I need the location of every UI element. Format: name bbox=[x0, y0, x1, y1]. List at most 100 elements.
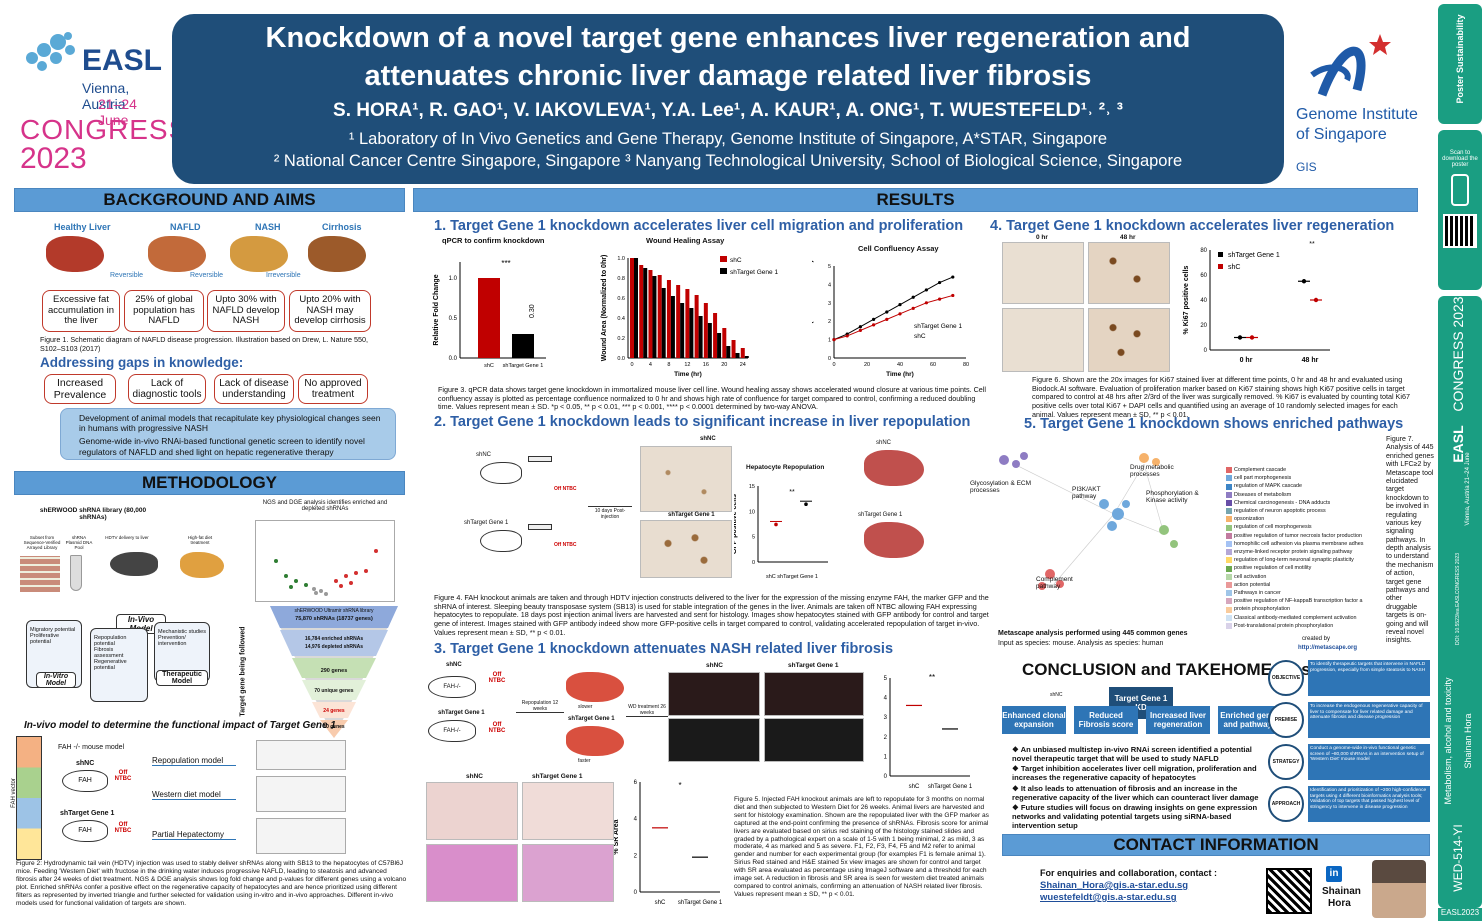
pathway-swatch bbox=[1226, 508, 1232, 515]
sidebar-scan[interactable]: Scan to download the poster bbox=[1438, 130, 1482, 290]
sidebar-sustain: Poster Sustainability bbox=[1438, 4, 1482, 124]
liver-healthy-icon bbox=[46, 236, 104, 272]
wound-bar bbox=[722, 328, 727, 358]
pathway-label: regulation of neuron apoptotic process bbox=[1234, 508, 1326, 515]
model-cycle: In-Vivo Model Migratory potential Prolif… bbox=[22, 610, 212, 716]
wound-bar bbox=[657, 275, 662, 358]
wound-bar bbox=[713, 313, 718, 358]
background-heading: BACKGROUND AND AIMS bbox=[14, 188, 405, 212]
ki67-sig: ** bbox=[1309, 241, 1315, 248]
metascape-url[interactable]: http://metascape.org bbox=[1298, 645, 1358, 651]
fib-mouse-1: FAH-/- bbox=[428, 676, 476, 698]
pathway-label: regulation of MAPK cascade bbox=[1234, 483, 1303, 490]
contact-email-2[interactable]: wuestefeldt@gis.a-star.edu.sg bbox=[1040, 892, 1177, 903]
pathway-swatch bbox=[1226, 565, 1232, 572]
arrow-reversible-1: Reversible bbox=[110, 272, 144, 279]
fah-vector-bar bbox=[16, 736, 42, 860]
pathway-item: Post-translational protein phosphorylati… bbox=[1226, 622, 1384, 630]
qpcr-ytick: 0.5 bbox=[449, 316, 458, 322]
qpcr-xtick: shTarget Gene 1 bbox=[503, 363, 544, 369]
conf-ytick: 1 bbox=[828, 338, 831, 344]
gfp-photo-2 bbox=[764, 718, 864, 762]
funnel-svg bbox=[270, 606, 398, 738]
ki67-ytick: 0 bbox=[1204, 348, 1208, 354]
volcano-svg bbox=[274, 549, 378, 596]
ki67-48hr-label: 48 hr bbox=[1120, 234, 1136, 241]
funnel-t4: 14,976 depleted shRNAs bbox=[304, 644, 364, 650]
liver-slow-icon bbox=[864, 450, 924, 486]
conf-point bbox=[898, 303, 902, 307]
liver-images-shc-label: shNC bbox=[706, 662, 723, 669]
conf-line bbox=[833, 294, 953, 341]
ki67-0hr-label: 0 hr bbox=[1036, 234, 1048, 241]
bg-box-3: Upto 30% with NAFLD develop NASH bbox=[207, 290, 285, 332]
sidebar: Poster Sustainability Scan to download t… bbox=[1436, 0, 1484, 921]
ki67-ytick: 60 bbox=[1200, 273, 1207, 279]
funnel-t6: 290 genes bbox=[320, 668, 348, 674]
fib-sig: ** bbox=[929, 673, 935, 682]
qpcr-ytick: 1.0 bbox=[449, 276, 458, 282]
title-line-2: attenuates chronic liver damage related … bbox=[364, 60, 1092, 92]
pathway-label: regulation of cell morphogenesis bbox=[1234, 524, 1312, 531]
model-wd: Western diet model bbox=[152, 790, 236, 800]
contact-email-1[interactable]: Shainan_Hora@gis.a-star.edu.sg bbox=[1040, 880, 1189, 891]
tube-icon bbox=[70, 555, 82, 591]
mouse-model-label: FAH -/- mouse model bbox=[58, 744, 125, 751]
easl-cells-icon bbox=[26, 32, 75, 71]
oppa-text-premise: To increase the endogenous regenerative … bbox=[1308, 702, 1430, 738]
fig7-caption: Figure 7. Analysis of 445 enriched genes… bbox=[1386, 436, 1434, 645]
oppa-text-approach: Identification and prioritization of ~20… bbox=[1308, 786, 1430, 822]
qpcr-ytick: 0.0 bbox=[449, 356, 458, 362]
oppa-circle-approach: APPROACH bbox=[1268, 786, 1304, 822]
conf-line bbox=[833, 276, 953, 341]
pathway-item: positive regulation of tumor necrosis fa… bbox=[1226, 532, 1384, 540]
pathway-item: homophilic cell adhesion via plasma memb… bbox=[1226, 540, 1384, 548]
wound-xtick: 0 bbox=[630, 362, 633, 368]
contact-qr-icon[interactable] bbox=[1266, 868, 1312, 914]
gaps-title: Addressing gaps in knowledge: bbox=[40, 355, 244, 370]
easl-logo: EASL Vienna, Austria 21–24 June CONGRESS… bbox=[20, 22, 187, 182]
pathway-label: cell activation bbox=[1234, 573, 1267, 580]
easl-dates: 21–24 June bbox=[98, 96, 137, 128]
conf-point bbox=[845, 334, 849, 338]
conf-point bbox=[911, 306, 915, 310]
wound-ytick: 0.8 bbox=[617, 276, 625, 282]
ki67-xtick: 0 hr bbox=[1240, 357, 1253, 364]
ther-item-1: Mechanistic studies bbox=[158, 629, 206, 635]
pathway-swatch bbox=[1226, 491, 1232, 498]
pathway-label: opsonization bbox=[1234, 516, 1265, 523]
liver-photo-2 bbox=[764, 672, 864, 716]
sustain-text: Poster Sustainability bbox=[1455, 14, 1465, 104]
pathway-item: Complement cascade bbox=[1226, 466, 1384, 474]
linkedin-icon[interactable]: in bbox=[1326, 866, 1342, 882]
results-s5: 5. Target Gene 1 knockdown shows enriche… bbox=[1024, 416, 1404, 432]
wound-xtick: 20 bbox=[721, 362, 727, 368]
repop-ytick: 15 bbox=[749, 484, 755, 490]
fibrosis-chart: Fibrosis Score 0 1 2 3 4 5 shC shTarget Gene 1 ** bbox=[868, 673, 973, 790]
results-s2: 2. Target Gene 1 knockdown leads to sign… bbox=[434, 414, 971, 430]
wound-bar bbox=[707, 323, 712, 358]
conf-xtick: 80 bbox=[963, 362, 969, 368]
wound-ytick: 0.2 bbox=[617, 336, 625, 342]
oppa-panel: To identify therapeutic targets that int… bbox=[1268, 660, 1430, 834]
repop-chart-title: Hepatocyte Repopulation bbox=[746, 464, 825, 471]
wound-title: Wound Healing Assay bbox=[646, 236, 725, 245]
confluency-chart: Confluence (Normalized to 0hr) 0 1 2 3 4 5 0 20 4… bbox=[812, 260, 969, 378]
repop-ytick: 10 bbox=[749, 509, 755, 515]
invitro-item-1: Migratory potential bbox=[30, 627, 76, 633]
funnel-t12: 10 genes bbox=[323, 724, 345, 730]
stage-cirrhosis: Cirrhosis bbox=[322, 222, 362, 232]
results-s3: 3. Target Gene 1 knockdown attenuates NA… bbox=[434, 641, 894, 657]
wound-bar bbox=[639, 265, 644, 358]
conf-ylabel: Confluence (Normalized to 0hr) bbox=[812, 260, 814, 364]
repop-schematic: shNC Off NTBC shTarget Gene 1 Off NTBC bbox=[464, 446, 630, 556]
funnel-t10: 24 genes bbox=[323, 708, 345, 714]
sirius-red-shtg bbox=[522, 782, 614, 840]
results-s4: 4. Target Gene 1 knockdown accelerates l… bbox=[990, 218, 1395, 234]
pathway-item: opsonization bbox=[1226, 515, 1384, 523]
gap-2: Lack of diagnostic tools bbox=[128, 374, 206, 404]
fib-ytick: 2 bbox=[884, 735, 888, 741]
fig6-caption: Figure 6. Shown are the 20x images for K… bbox=[1032, 375, 1410, 419]
pathway-label: positive regulation of tumor necrosis fa… bbox=[1234, 532, 1362, 539]
repop-off-1: Off NTBC bbox=[554, 486, 577, 492]
